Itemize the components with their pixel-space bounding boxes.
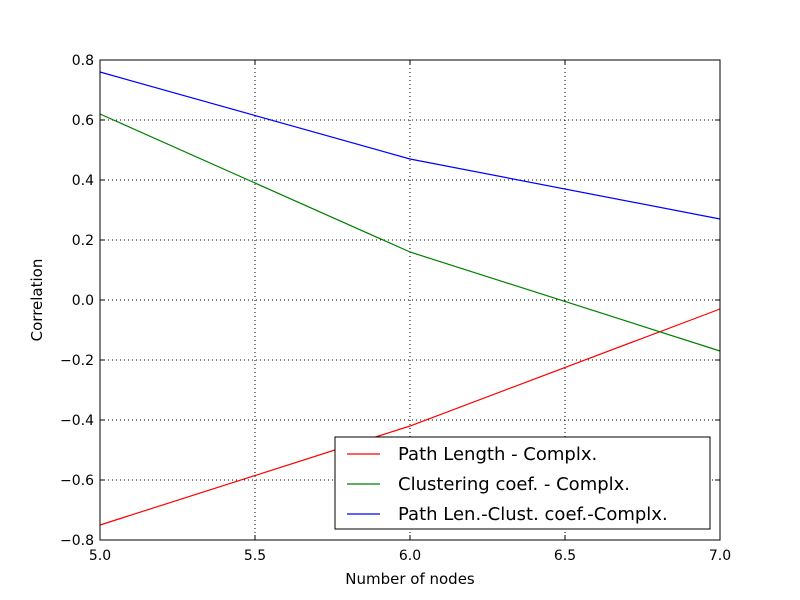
y-tick-label: −0.2 (60, 353, 94, 369)
y-tick-label: −0.8 (60, 533, 94, 549)
x-tick-label: 6.5 (554, 548, 576, 564)
series-line-3 (99, 71, 721, 220)
x-tick-label: 5.0 (89, 548, 111, 564)
series-line-1 (99, 308, 721, 526)
y-tick-label: 0.0 (72, 293, 94, 309)
y-tick-label: −0.6 (60, 473, 94, 489)
y-tick-label: −0.4 (60, 413, 94, 429)
x-tick-label: 7.0 (709, 548, 731, 564)
y-tick-label: 0.2 (72, 233, 94, 249)
legend: Path Length - Complx. Clustering coef. - … (334, 436, 711, 530)
y-tick-label: 0.6 (72, 113, 94, 129)
y-tick-label: 0.4 (72, 173, 94, 189)
y-axis-label: Correlation (28, 259, 46, 342)
axis-ticks: 5.0 5.5 6.0 6.5 7.0 −0.8 −0.6 −0.4 −0.2 0.0 0.2 0.4… (60, 53, 731, 564)
x-tick-label: 6.0 (399, 548, 421, 564)
x-axis-label: Number of nodes (345, 570, 475, 588)
series-line-2 (99, 113, 721, 352)
x-tick-label: 5.5 (244, 548, 266, 564)
legend-label: Path Len.-Clust. coef.-Complx. (398, 504, 668, 525)
y-tick-label: 0.8 (72, 53, 94, 69)
legend-box (334, 436, 711, 530)
legend-label: Clustering coef. - Complx. (398, 474, 630, 495)
series-lines (99, 71, 721, 526)
legend-label: Path Length - Complx. (398, 444, 597, 465)
